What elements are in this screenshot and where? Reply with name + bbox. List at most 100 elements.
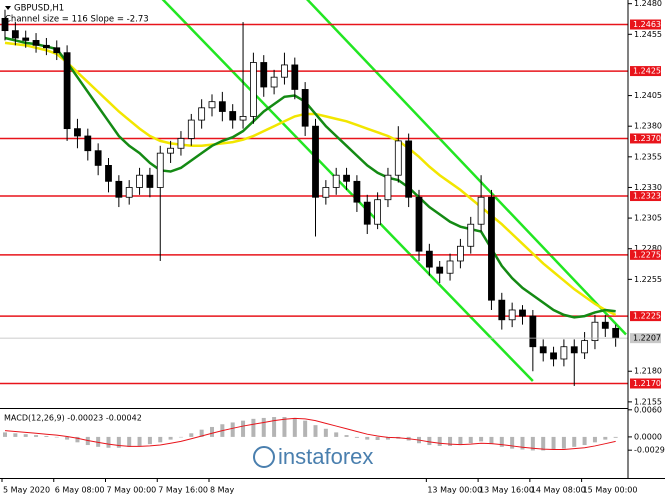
candle-body bbox=[581, 340, 588, 354]
candle-body bbox=[167, 147, 175, 154]
macd-bar bbox=[137, 436, 142, 446]
level-label: 1.2370 bbox=[633, 134, 661, 143]
candle-body bbox=[405, 140, 413, 198]
candle-body bbox=[11, 30, 19, 39]
macd-y-tick-label: 0.0000 bbox=[634, 432, 662, 441]
candle-body bbox=[560, 346, 568, 360]
macd-bar bbox=[13, 433, 18, 437]
macd-bar bbox=[354, 436, 359, 438]
macd-bar bbox=[230, 422, 235, 437]
level-label-box bbox=[630, 311, 661, 322]
candle-body bbox=[260, 62, 268, 88]
candle-body bbox=[22, 37, 30, 41]
level-label: 1.2463 bbox=[633, 20, 661, 29]
y-tick-label: 1.2280 bbox=[634, 244, 662, 253]
macd-bar bbox=[282, 417, 287, 437]
y-tick-label: 1.2405 bbox=[634, 91, 662, 100]
candle-body bbox=[84, 135, 92, 152]
candle-body bbox=[394, 140, 402, 176]
y-tick-label: 1.2305 bbox=[634, 214, 662, 223]
x-tick-label: 5 May 2020 bbox=[3, 486, 50, 495]
macd-bar bbox=[520, 436, 525, 450]
candle-body bbox=[498, 299, 506, 321]
macd-bar bbox=[334, 432, 339, 437]
y-tick-label: 1.2330 bbox=[634, 183, 662, 192]
macd-bar bbox=[75, 436, 80, 443]
candle-body bbox=[488, 196, 495, 301]
candle-body bbox=[322, 187, 330, 198]
macd-bar bbox=[561, 436, 566, 449]
candle-body bbox=[477, 196, 485, 225]
candle-body bbox=[374, 199, 382, 225]
macd-bar bbox=[210, 426, 214, 437]
candle-body bbox=[281, 64, 288, 78]
candle-body bbox=[570, 346, 578, 354]
macd-bar bbox=[530, 436, 535, 451]
candle-body bbox=[43, 44, 50, 49]
watermark: instaforex bbox=[278, 444, 373, 469]
candle-body bbox=[446, 260, 454, 274]
candle-body bbox=[550, 352, 557, 360]
candle-body bbox=[218, 101, 226, 112]
macd-bar bbox=[65, 436, 70, 440]
y-tick-label: 1.2455 bbox=[634, 30, 662, 39]
macd-bar bbox=[3, 432, 7, 437]
candle-body bbox=[539, 346, 547, 354]
macd-bar bbox=[551, 436, 556, 450]
macd-bar bbox=[292, 417, 297, 437]
macd-bar bbox=[582, 436, 587, 446]
level-label-box bbox=[630, 133, 661, 144]
candle-body bbox=[74, 128, 81, 137]
macd-bar bbox=[510, 436, 515, 449]
candle-body bbox=[508, 309, 516, 321]
macd-bar bbox=[541, 436, 546, 451]
x-tick-label: 8 May bbox=[210, 486, 234, 495]
channel-line bbox=[306, 0, 627, 336]
macd-bar bbox=[468, 436, 473, 444]
macd-bar bbox=[479, 436, 484, 442]
candle-body bbox=[519, 309, 526, 317]
candle-body bbox=[425, 250, 433, 268]
macd-bar bbox=[189, 433, 194, 437]
macd-y-tick-label: 0.0060 bbox=[634, 405, 662, 414]
macd-bar bbox=[199, 429, 204, 437]
macd-bar bbox=[375, 436, 380, 441]
candle-body bbox=[53, 47, 61, 54]
level-label-box bbox=[630, 19, 661, 30]
macd-bar bbox=[127, 436, 132, 447]
level-label-box bbox=[630, 378, 661, 389]
last-price-box bbox=[630, 333, 661, 344]
symbol-label: GBPUSD,H1 bbox=[14, 4, 64, 14]
macd-bar bbox=[592, 436, 597, 443]
candle-body bbox=[467, 223, 475, 247]
moving-average bbox=[4, 36, 616, 319]
candle-body bbox=[384, 174, 392, 201]
macd-bar bbox=[178, 436, 183, 438]
candle-body bbox=[146, 174, 154, 188]
macd-bar bbox=[147, 436, 152, 445]
candle-body bbox=[239, 115, 247, 121]
watermark-icon bbox=[253, 446, 275, 468]
macd-label: MACD(12,26,9) -0.00023 -0.00042 bbox=[4, 414, 142, 423]
macd-bar bbox=[34, 435, 39, 437]
level-label: 1.2425 bbox=[633, 67, 661, 76]
candle-body bbox=[363, 201, 371, 225]
level-label-box bbox=[630, 66, 661, 77]
macd-bar bbox=[458, 436, 463, 446]
macd-bar bbox=[323, 428, 328, 437]
macd-bar bbox=[499, 436, 504, 447]
macd-bar bbox=[54, 436, 59, 438]
candle-body bbox=[291, 64, 299, 90]
macd-bar bbox=[251, 418, 256, 437]
candle-body bbox=[63, 52, 71, 130]
candle-body bbox=[301, 89, 309, 127]
macd-bar bbox=[344, 435, 349, 437]
y-tick-label: 1.2255 bbox=[634, 275, 662, 284]
macd-bar bbox=[241, 420, 246, 437]
y-tick-label: 1.2380 bbox=[634, 122, 662, 131]
macd-bar bbox=[365, 436, 370, 440]
moving-average bbox=[4, 41, 617, 317]
macd-bar bbox=[168, 436, 173, 440]
candle-body bbox=[249, 62, 257, 117]
